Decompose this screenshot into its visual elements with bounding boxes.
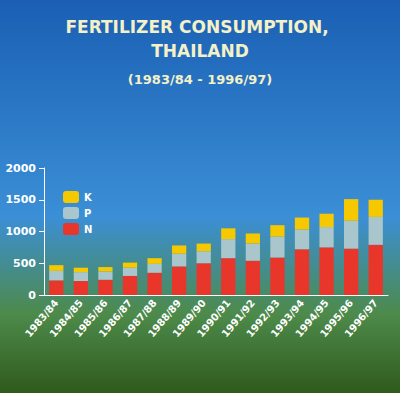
svg-text:1994/95: 1994/95 xyxy=(293,297,331,340)
svg-text:THAILAND: THAILAND xyxy=(151,41,249,61)
svg-text:FERTILIZER CONSUMPTION,: FERTILIZER CONSUMPTION, xyxy=(65,17,334,37)
svg-text:1984/85: 1984/85 xyxy=(47,297,86,340)
svg-text:1992/93: 1992/93 xyxy=(244,297,282,340)
svg-text:1986/87: 1986/87 xyxy=(96,297,135,340)
svg-text:1985/86: 1985/86 xyxy=(72,297,110,340)
svg-text:1996/97: 1996/97 xyxy=(342,297,380,339)
svg-text:1989/90: 1989/90 xyxy=(170,297,208,340)
svg-text:0: 0 xyxy=(28,289,36,302)
svg-text:1991/92: 1991/92 xyxy=(219,297,258,340)
svg-text:2000: 2000 xyxy=(5,162,36,175)
svg-text:K: K xyxy=(84,192,93,203)
svg-text:1993/94: 1993/94 xyxy=(268,297,307,340)
svg-text:500: 500 xyxy=(13,257,36,270)
svg-text:1983/84: 1983/84 xyxy=(22,297,61,340)
svg-text:P: P xyxy=(84,208,91,219)
svg-text:1987/88: 1987/88 xyxy=(121,297,159,340)
svg-text:1000: 1000 xyxy=(5,225,36,238)
svg-text:N: N xyxy=(84,224,92,235)
svg-text:1988/89: 1988/89 xyxy=(145,297,184,340)
svg-text:1990/91: 1990/91 xyxy=(194,297,233,340)
svg-text:1500: 1500 xyxy=(5,193,36,206)
svg-text:1995/96: 1995/96 xyxy=(317,297,356,340)
svg-text:(1983/84 - 1996/97): (1983/84 - 1996/97) xyxy=(128,72,272,87)
